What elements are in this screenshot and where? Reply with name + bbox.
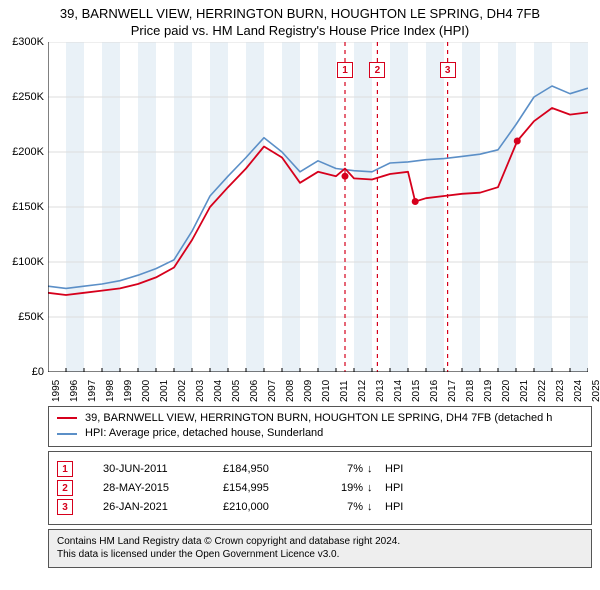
x-tick-label: 2007 (267, 380, 278, 402)
x-tick-label: 2001 (159, 380, 170, 402)
x-tick-label: 2009 (303, 380, 314, 402)
marker-cell-date: 30-JUN-2011 (103, 463, 223, 475)
marker-cell-tag: HPI (385, 463, 415, 475)
chart-area: £0£50K£100K£150K£200K£250K£300K 123 1995… (0, 42, 600, 404)
x-tick-label: 2006 (249, 380, 260, 402)
marker-box-3: 3 (440, 62, 456, 78)
legend-label-hpi: HPI: Average price, detached house, Sund… (85, 426, 323, 441)
legend-panel: 39, BARNWELL VIEW, HERRINGTON BURN, HOUG… (48, 406, 592, 447)
marker-table-row: 3 26-JAN-2021£210,0007%↓HPI (57, 499, 583, 515)
x-axis: 1995 1996 1997 1998 1999 2000 2001 2002 2003 2004… (48, 372, 588, 404)
marker-cell-pct: 7% (313, 463, 367, 475)
legend-swatch-price-paid (57, 417, 77, 419)
x-tick-label: 2020 (501, 380, 512, 402)
marker-cell-price: £184,950 (223, 463, 313, 475)
x-tick-label: 1997 (87, 380, 98, 402)
x-tick-label: 2004 (213, 380, 224, 402)
x-tick-label: 2000 (141, 380, 152, 402)
marker-cell-pct: 19% (313, 482, 367, 494)
plot-area: 12 3 (48, 42, 588, 372)
y-tick-label: £200K (12, 146, 44, 158)
y-axis: £0£50K£100K£150K£200K£250K£300K (0, 42, 48, 372)
x-tick-label: 2022 (537, 380, 548, 402)
x-tick-label: 2002 (177, 380, 188, 402)
marker-cell-tag: HPI (385, 501, 415, 513)
marker-cell-num: 3 (57, 499, 73, 515)
x-tick-label: 1996 (69, 380, 80, 402)
y-tick-label: £0 (32, 366, 44, 378)
x-tick-label: 2013 (375, 380, 386, 402)
x-tick-label: 1998 (105, 380, 116, 402)
legend-swatch-hpi (57, 433, 77, 435)
footer-line-1: Contains HM Land Registry data © Crown c… (57, 535, 583, 549)
arrow-down-icon: ↓ (367, 482, 385, 494)
x-tick-label: 1999 (123, 380, 134, 402)
marker-cell-num: 1 (57, 461, 73, 477)
marker-cell-tag: HPI (385, 482, 415, 494)
marker-table-row: 2 28-MAY-2015£154,99519%↓HPI (57, 480, 583, 496)
marker-table-row: 1 30-JUN-2011£184,9507%↓HPI (57, 461, 583, 477)
x-tick-label: 2014 (393, 380, 404, 402)
arrow-down-icon: ↓ (367, 463, 385, 475)
marker-box-2: 2 (369, 62, 385, 78)
marker-cell-pct: 7% (313, 501, 367, 513)
footer-line-2: This data is licensed under the Open Gov… (57, 548, 583, 562)
x-tick-label: 2023 (555, 380, 566, 402)
marker-cell-date: 26-JAN-2021 (103, 501, 223, 513)
marker-cell-price: £210,000 (223, 501, 313, 513)
x-tick-label: 2016 (429, 380, 440, 402)
title-line-2: Price paid vs. HM Land Registry's House … (10, 23, 590, 40)
marker-box-1: 1 (337, 62, 353, 78)
legend-row-hpi: HPI: Average price, detached house, Sund… (57, 426, 583, 441)
legend-label-price-paid: 39, BARNWELL VIEW, HERRINGTON BURN, HOUG… (85, 411, 552, 426)
footer-panel: Contains HM Land Registry data © Crown c… (48, 529, 592, 568)
arrow-down-icon: ↓ (367, 501, 385, 513)
x-tick-label: 2021 (519, 380, 530, 402)
x-tick-label: 2025 (591, 380, 600, 402)
x-tick-label: 2017 (447, 380, 458, 402)
legend-row-price-paid: 39, BARNWELL VIEW, HERRINGTON BURN, HOUG… (57, 411, 583, 426)
title-area: 39, BARNWELL VIEW, HERRINGTON BURN, HOUG… (0, 0, 600, 42)
x-tick-label: 2011 (339, 380, 350, 402)
marker-cell-num: 2 (57, 480, 73, 496)
x-tick-label: 2010 (321, 380, 332, 402)
x-tick-label: 2018 (465, 380, 476, 402)
y-tick-label: £100K (12, 256, 44, 268)
y-tick-label: £300K (12, 36, 44, 48)
marker-cell-price: £154,995 (223, 482, 313, 494)
y-tick-label: £250K (12, 91, 44, 103)
x-tick-label: 2003 (195, 380, 206, 402)
x-tick-label: 1995 (51, 380, 62, 402)
x-tick-label: 2024 (573, 380, 584, 402)
marker-table: 130-JUN-2011£184,9507%↓HPI228-MAY-2015£1… (48, 451, 592, 525)
x-tick-label: 2012 (357, 380, 368, 402)
chart-container: 39, BARNWELL VIEW, HERRINGTON BURN, HOUG… (0, 0, 600, 590)
title-line-1: 39, BARNWELL VIEW, HERRINGTON BURN, HOUG… (10, 6, 590, 23)
x-tick-label: 2015 (411, 380, 422, 402)
y-tick-label: £150K (12, 201, 44, 213)
marker-cell-date: 28-MAY-2015 (103, 482, 223, 494)
y-tick-label: £50K (18, 311, 44, 323)
x-tick-label: 2008 (285, 380, 296, 402)
x-tick-label: 2005 (231, 380, 242, 402)
x-tick-label: 2019 (483, 380, 494, 402)
